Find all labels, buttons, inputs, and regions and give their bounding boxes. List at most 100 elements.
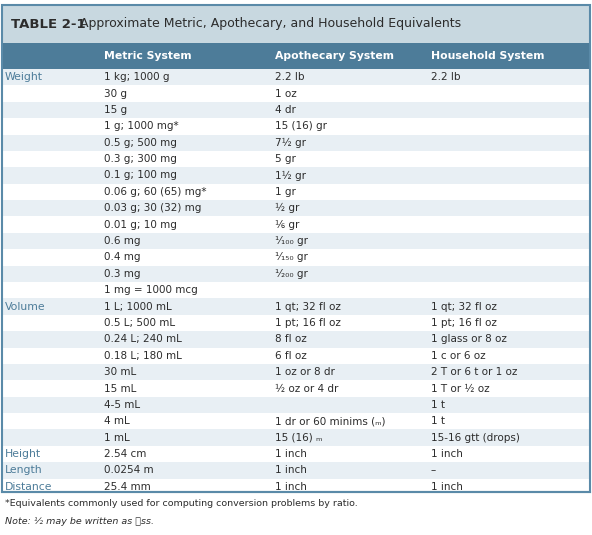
Text: 1 t: 1 t [431, 416, 445, 426]
Bar [2, 282, 590, 299]
Bar [2, 249, 590, 265]
Bar [2, 364, 590, 380]
Bar [2, 348, 590, 364]
Bar [2, 200, 590, 217]
Text: Apothecary System: Apothecary System [275, 51, 394, 61]
Text: 1 gr: 1 gr [275, 187, 296, 197]
Text: 0.1 g; 100 mg: 0.1 g; 100 mg [104, 171, 176, 180]
Bar [2, 167, 590, 184]
Text: ¹⁄₁₀₀ gr: ¹⁄₁₀₀ gr [275, 236, 308, 246]
Text: Note: ½ may be written as ͛ss.: Note: ½ may be written as ͛ss. [5, 517, 154, 526]
Text: 25.4 mm: 25.4 mm [104, 482, 150, 492]
Bar [2, 233, 590, 249]
Text: 1 dr or 60 minims (ₘ): 1 dr or 60 minims (ₘ) [275, 416, 386, 426]
Text: 0.6 mg: 0.6 mg [104, 236, 140, 246]
Text: 1 mL: 1 mL [104, 433, 129, 442]
Text: 1 inch: 1 inch [275, 482, 307, 492]
Text: ½ oz or 4 dr: ½ oz or 4 dr [275, 384, 339, 394]
Text: 2.2 lb: 2.2 lb [275, 72, 305, 82]
Text: 1 mg = 1000 mcg: 1 mg = 1000 mcg [104, 285, 197, 295]
Text: 1 c or 6 oz: 1 c or 6 oz [431, 351, 485, 361]
Bar [2, 118, 590, 134]
Text: 15 (16) gr: 15 (16) gr [275, 121, 327, 132]
Text: 1 t: 1 t [431, 400, 445, 410]
Text: Household System: Household System [431, 51, 545, 61]
Text: ⅙ gr: ⅙ gr [275, 220, 300, 230]
Text: 0.5 g; 500 mg: 0.5 g; 500 mg [104, 137, 176, 148]
Text: 1 oz: 1 oz [275, 89, 297, 98]
Text: 5 gr: 5 gr [275, 154, 296, 164]
Bar [2, 299, 590, 315]
Text: 1 inch: 1 inch [275, 449, 307, 459]
Bar [2, 151, 590, 167]
Text: 1 pt; 16 fl oz: 1 pt; 16 fl oz [431, 318, 497, 328]
Bar [2, 462, 590, 479]
Text: 1 qt; 32 fl oz: 1 qt; 32 fl oz [431, 302, 497, 311]
Bar [2, 265, 590, 282]
Text: Length: Length [5, 465, 43, 476]
Bar [2, 430, 590, 446]
Text: 1 glass or 8 oz: 1 glass or 8 oz [431, 334, 507, 345]
Bar [2, 43, 590, 69]
Text: 15 (16) ₘ: 15 (16) ₘ [275, 433, 323, 442]
Text: Metric System: Metric System [104, 51, 191, 61]
Text: Approximate Metric, Apothecary, and Household Equivalents: Approximate Metric, Apothecary, and Hous… [80, 18, 461, 30]
Text: Distance: Distance [5, 482, 52, 492]
Text: 1 inch: 1 inch [431, 482, 463, 492]
Text: 15 mL: 15 mL [104, 384, 136, 394]
Text: 2.54 cm: 2.54 cm [104, 449, 146, 459]
Text: 1 qt; 32 fl oz: 1 qt; 32 fl oz [275, 302, 341, 311]
Bar [2, 134, 590, 151]
Text: Volume: Volume [5, 302, 46, 311]
Text: 0.01 g; 10 mg: 0.01 g; 10 mg [104, 220, 176, 230]
Text: 2.2 lb: 2.2 lb [431, 72, 461, 82]
Bar [2, 315, 590, 331]
Text: 15-16 gtt (drops): 15-16 gtt (drops) [431, 433, 520, 442]
Bar [2, 69, 590, 86]
Bar [2, 479, 590, 495]
Text: 0.03 g; 30 (32) mg: 0.03 g; 30 (32) mg [104, 203, 201, 213]
Text: –: – [431, 465, 436, 476]
Text: 30 mL: 30 mL [104, 367, 136, 377]
Text: 1 g; 1000 mg*: 1 g; 1000 mg* [104, 121, 178, 132]
Text: 4-5 mL: 4-5 mL [104, 400, 140, 410]
Text: 4 dr: 4 dr [275, 105, 296, 115]
Text: *Equivalents commonly used for computing conversion problems by ratio.: *Equivalents commonly used for computing… [5, 499, 358, 508]
Text: 6 fl oz: 6 fl oz [275, 351, 307, 361]
Text: 0.0254 m: 0.0254 m [104, 465, 153, 476]
Text: 1 inch: 1 inch [431, 449, 463, 459]
Text: ½ gr: ½ gr [275, 203, 300, 213]
Text: TABLE 2-1: TABLE 2-1 [11, 18, 85, 30]
Text: 7½ gr: 7½ gr [275, 137, 306, 148]
Text: 1 oz or 8 dr: 1 oz or 8 dr [275, 367, 335, 377]
Bar [2, 102, 590, 118]
Bar [2, 5, 590, 43]
Text: 1 inch: 1 inch [275, 465, 307, 476]
Bar [2, 446, 590, 462]
Text: 1 kg; 1000 g: 1 kg; 1000 g [104, 72, 169, 82]
Text: 0.06 g; 60 (65) mg*: 0.06 g; 60 (65) mg* [104, 187, 206, 197]
Bar [2, 331, 590, 348]
Text: 0.4 mg: 0.4 mg [104, 253, 140, 263]
Text: 30 g: 30 g [104, 89, 127, 98]
Bar [2, 380, 590, 396]
Bar [2, 413, 590, 430]
Text: 8 fl oz: 8 fl oz [275, 334, 307, 345]
Text: 0.18 L; 180 mL: 0.18 L; 180 mL [104, 351, 182, 361]
Text: 0.5 L; 500 mL: 0.5 L; 500 mL [104, 318, 175, 328]
Bar [2, 184, 590, 200]
Text: Weight: Weight [5, 72, 43, 82]
Text: 1 T or ½ oz: 1 T or ½ oz [431, 384, 490, 394]
Text: 4 mL: 4 mL [104, 416, 129, 426]
Bar [2, 217, 590, 233]
Bar [2, 86, 590, 102]
Text: ¹⁄₂₀₀ gr: ¹⁄₂₀₀ gr [275, 269, 308, 279]
Text: 0.3 g; 300 mg: 0.3 g; 300 mg [104, 154, 176, 164]
Bar [2, 396, 590, 413]
Text: 0.3 mg: 0.3 mg [104, 269, 140, 279]
Text: 0.24 L; 240 mL: 0.24 L; 240 mL [104, 334, 182, 345]
Text: 1½ gr: 1½ gr [275, 171, 306, 180]
Text: 2 T or 6 t or 1 oz: 2 T or 6 t or 1 oz [431, 367, 517, 377]
Text: Height: Height [5, 449, 41, 459]
Text: 1 L; 1000 mL: 1 L; 1000 mL [104, 302, 171, 311]
